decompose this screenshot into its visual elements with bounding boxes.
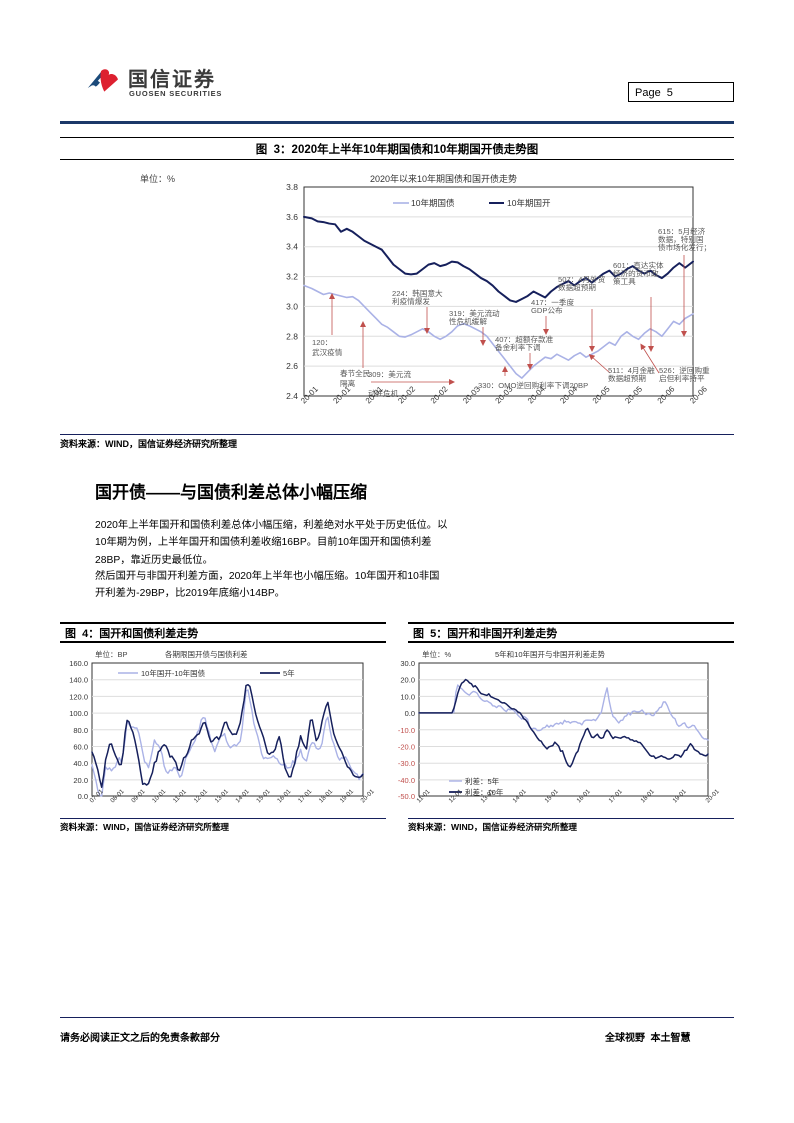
svg-text:利疫情爆发: 利疫情爆发: [392, 296, 430, 306]
svg-text:20-05: 20-05: [591, 384, 612, 405]
svg-text:备金利率下调: 备金利率下调: [495, 342, 541, 352]
svg-text:-20.0: -20.0: [398, 743, 415, 752]
svg-text:-10.0: -10.0: [398, 726, 415, 735]
svg-text:3.4: 3.4: [286, 242, 298, 252]
svg-text:2020年以来10年期国债和国开债走势: 2020年以来10年期国债和国开债走势: [370, 173, 517, 184]
svg-text:20-02: 20-02: [396, 384, 417, 405]
svg-text:2.6: 2.6: [286, 361, 298, 371]
svg-text:20-06: 20-06: [688, 384, 709, 405]
svg-text:启但利率持平: 启但利率持平: [659, 373, 705, 383]
svg-text:单位：%: 单位：%: [140, 173, 175, 184]
svg-text:-30.0: -30.0: [398, 759, 415, 768]
svg-text:债市场化发行；: 债市场化发行；: [658, 242, 711, 252]
svg-text:0.0: 0.0: [405, 709, 415, 718]
svg-text:数据超预期: 数据超预期: [558, 282, 596, 292]
svg-text:20-02: 20-02: [429, 384, 450, 405]
svg-text:3.6: 3.6: [286, 212, 298, 222]
svg-text:-50.0: -50.0: [398, 792, 415, 801]
svg-text:10年期国债: 10年期国债: [411, 198, 455, 208]
svg-text:20-01: 20-01: [299, 384, 320, 405]
svg-text:3.8: 3.8: [286, 182, 298, 192]
svg-text:20-05: 20-05: [623, 384, 644, 405]
svg-text:20.0: 20.0: [400, 676, 415, 685]
svg-text:策工具: 策工具: [613, 276, 636, 286]
svg-text:10.0: 10.0: [400, 692, 415, 701]
svg-text:利差：5年: 利差：5年: [465, 776, 500, 786]
svg-text:120：: 120：: [312, 338, 332, 347]
svg-text:3.2: 3.2: [286, 272, 298, 282]
svg-text:春节全民: 春节全民: [340, 368, 370, 378]
svg-text:2.4: 2.4: [286, 391, 298, 401]
svg-text:10年期国开: 10年期国开: [507, 198, 551, 208]
svg-text:GDP公布: GDP公布: [531, 305, 563, 315]
svg-text:309：美元流: 309：美元流: [368, 369, 411, 379]
svg-text:20-01: 20-01: [704, 788, 721, 805]
svg-text:单位：%: 单位：%: [422, 649, 451, 659]
svg-text:性危机缓解: 性危机缓解: [449, 316, 487, 326]
svg-text:30.0: 30.0: [400, 659, 415, 668]
svg-text:5年和10年国开与非国开利差走势: 5年和10年国开与非国开利差走势: [495, 649, 606, 659]
svg-text:武汉疫情: 武汉疫情: [312, 347, 343, 357]
svg-text:数据超预期: 数据超预期: [608, 373, 646, 383]
svg-text:2.8: 2.8: [286, 331, 298, 341]
svg-text:-40.0: -40.0: [398, 776, 415, 785]
svg-text:3.0: 3.0: [286, 301, 298, 311]
svg-text:20-06: 20-06: [656, 384, 677, 405]
